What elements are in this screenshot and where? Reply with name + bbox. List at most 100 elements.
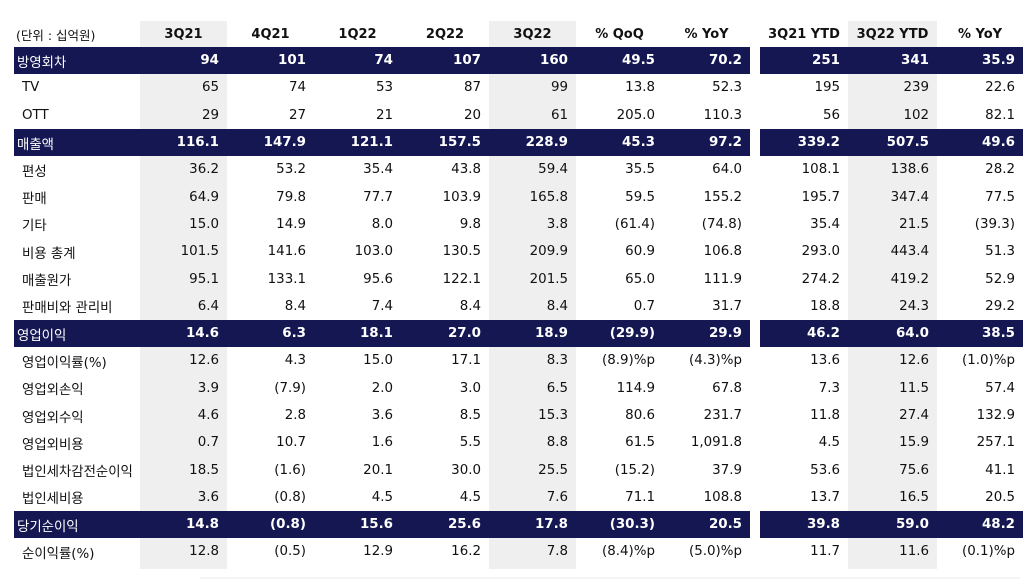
table-cell: 3.8 [546,216,568,232]
table-row: TV 65 74 53 87 99 13.8 52.3 195 239 22.6 [14,74,1023,101]
table-cell: 18.5 [189,462,219,478]
table-row: 영업이익률(%) 12.6 4.3 15.0 17.1 8.3 (8.9)%p (4.3)%p… [14,347,1023,374]
table-cell: (0.5) [274,544,306,560]
table-cell: 56 [822,107,840,123]
table-cell: 18.8 [810,298,840,314]
table-cell: 53 [375,80,393,96]
table-cell: 0.7 [197,435,219,451]
table-cell: 251 [760,47,848,75]
table-cell: 22.6 [985,80,1015,96]
table-cell: (15.2) [614,462,655,478]
column-gap [750,511,760,539]
table-cell: (8.4)%p [602,544,655,560]
table-cell: 122.1 [442,271,481,287]
table-row: 법인세비용 3.6 (0.8) 4.5 4.5 7.6 71.1 108.8 13.7 16.5 2… [14,484,1023,511]
row-label: 매출원가 [22,274,72,290]
table-cell: (5.0)%p [689,544,742,560]
table-cell: 61.5 [625,435,655,451]
table-cell: 41.1 [985,462,1015,478]
table-cell: 21 [375,107,393,123]
table-cell: 35.4 [363,162,393,178]
column-gap [750,238,760,265]
table-cell: 13.8 [625,80,655,96]
table-cell: 16.5 [899,489,929,505]
table-cell: 11.6 [899,544,929,560]
table-cell: 18.1 [314,319,401,348]
row-label: 비용 총계 [22,246,76,262]
table-cell: 274.2 [801,271,840,287]
table-cell: 25.5 [538,462,568,478]
table-cell: 201.5 [529,271,568,287]
table-cell: 20.5 [985,489,1015,505]
table-cell: 419.2 [890,271,929,287]
table-cell: 4.5 [818,435,840,451]
table-cell: 11.7 [810,544,840,560]
row-label: 영업외비용 [22,437,84,453]
table-cell: 59.0 [848,511,937,539]
table-cell: 61 [550,107,568,123]
table-cell: 3.6 [371,408,393,423]
table-cell: 77.5 [985,189,1015,205]
table-cell: 11.5 [899,380,929,396]
table-cell: 36.2 [189,162,219,178]
col-header-3q21-ytd: 3Q21 YTD [768,26,840,42]
table-cell: 114.9 [616,380,655,396]
table-cell: 257.1 [976,435,1015,451]
table-cell: 20.1 [363,462,393,478]
row-label: 판매비와 관리비 [22,301,113,317]
table-row: 매출액 116.1 147.9 121.1 157.5 228.9 45.3 97.2 339.… [14,128,1023,157]
column-shade-3q22 [489,21,576,569]
row-label: 판매 [22,192,47,208]
table-cell: 157.5 [401,128,489,157]
table-cell: 35.4 [810,216,840,232]
table-cell: 341 [848,47,937,75]
table-cell: 6.4 [197,298,219,314]
row-label: OTT [22,107,49,123]
table-cell: 29.2 [985,298,1015,314]
col-header-3q21: 3Q21 [164,26,203,42]
column-gap [750,74,760,101]
table-cell: 30.0 [451,462,481,478]
table-cell: 53.6 [810,462,840,478]
table-row: OTT 29 27 21 20 61 205.0 110.3 56 102 82.1 [14,102,1023,129]
table-cell: 507.5 [848,128,937,157]
table-cell: 8.5 [459,408,481,423]
table-cell: 8.8 [546,435,568,451]
column-gap [750,319,760,348]
column-gap [750,47,760,75]
row-label: 법인세비용 [22,492,84,508]
table-cell: 8.0 [371,216,393,232]
table-cell: 64.0 [712,162,742,178]
table-cell: 209.9 [529,244,568,260]
table-cell: 29 [201,107,219,123]
table-cell: 7.6 [546,489,568,505]
table-cell: 51.3 [985,244,1015,260]
table-cell: 6.3 [227,319,314,348]
header-row: (단위 : 십억원) 3Q21 4Q21 1Q22 2Q22 3Q22 % Qo… [14,21,1023,47]
table-cell: 57.4 [985,380,1015,396]
table-row: 당기순이익 14.8 (0.8) 15.6 25.6 17.8 (30.3) 20.5 39.8… [14,511,1023,539]
table-cell: 67.8 [712,380,742,396]
table-cell: 25.6 [401,511,489,539]
table-cell: 17.8 [489,511,576,539]
table-cell: (29.9) [576,319,663,348]
column-gap [750,375,760,402]
financial-table: (단위 : 십억원) 3Q21 4Q21 1Q22 2Q22 3Q22 % Qo… [14,21,1023,566]
table-cell: 15.0 [363,353,393,369]
table-cell: 239 [903,80,929,96]
table-cell: 71.1 [625,489,655,505]
table-cell: 65.0 [625,271,655,287]
table-cell: 75.6 [899,462,929,478]
table-cell: 97.2 [663,128,750,157]
column-gap [750,102,760,129]
table-cell: 52.3 [712,80,742,96]
bottom-divider [200,577,1020,579]
column-gap [750,211,760,238]
table-cell: 10.7 [276,435,306,451]
table-cell: 1,091.8 [690,435,742,451]
table-cell: 3.6 [197,489,219,505]
table-row: 방영회차 94 101 74 107 160 49.5 70.2 251 341 35.9 [14,47,1023,75]
table-row: 영업외수익 4.6 2.8 3.6 8.5 15.3 80.6 231.7 11.8 27.4 13… [14,402,1023,429]
table-cell: 130.5 [442,244,481,260]
table-cell: 16.2 [451,544,481,560]
